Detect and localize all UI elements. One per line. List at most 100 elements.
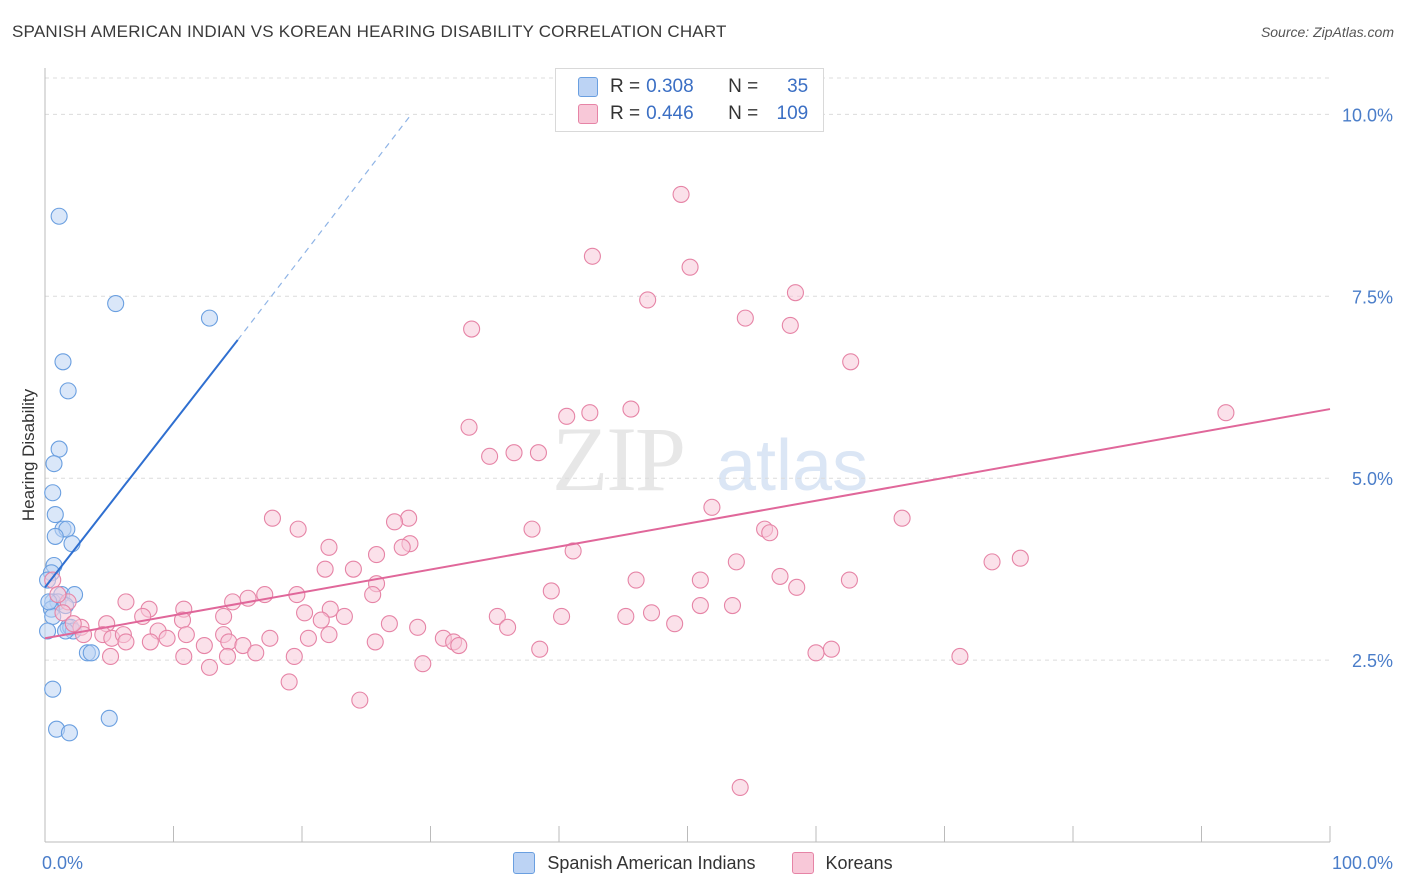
data-point [107,295,125,313]
data-point [50,207,68,225]
data-point [195,636,213,655]
data-point [553,607,571,625]
data-point [234,636,252,655]
trendline-koreans [44,408,1331,640]
legend-r-label: R = [610,76,641,97]
axes [44,68,1331,843]
data-point [50,440,68,458]
data-point [261,629,279,647]
data-point [542,582,560,600]
data-point [617,607,635,625]
legend-label: Koreans [825,852,893,873]
data-point [100,709,118,727]
data-point [59,382,77,400]
x-tick-label: 0.0% [42,853,83,873]
data-point [320,626,338,644]
data-point [218,647,237,666]
watermark-zip: ZIP [552,408,684,510]
data-point [215,607,233,625]
data-point [781,316,799,334]
data-point [672,185,690,203]
legend-n-value: 109 [776,103,809,124]
data-point [583,247,601,265]
data-point [822,640,840,658]
data-point [285,647,303,666]
data-point [289,520,307,538]
data-point [280,673,298,691]
legend-n-label: N = [728,103,759,124]
x-tick-label: 100.0% [1332,853,1393,873]
y-tick-label: 2.5% [1352,651,1393,671]
grid [45,77,1330,661]
data-point [117,633,135,651]
data-point [481,447,499,465]
data-point [681,258,699,276]
legend-n-value: 35 [787,76,809,97]
data-point [316,560,334,578]
data-point [400,509,418,527]
legend-swatch-pink [578,104,598,124]
data-point [247,644,265,662]
data-point [44,484,62,502]
data-point [642,604,661,622]
data-point [312,611,330,629]
bottom-legend: Spanish American Indians Koreans [0,852,1406,874]
y-tick-label: 5.0% [1352,469,1393,489]
data-point [786,284,804,302]
data-point [703,498,721,516]
data-point [344,560,362,578]
y-tick-label: 10.0% [1342,105,1393,125]
y-tick-labels: 2.5% 5.0% 7.5% 10.0% [1342,105,1393,671]
data-point [385,513,404,531]
data-point [200,658,219,676]
data-point [771,567,789,585]
data-point [893,509,911,527]
data-point [505,444,523,462]
data-point [639,291,657,309]
legend-r-value: 0.446 [646,103,694,124]
data-point [158,629,176,647]
data-point [691,571,709,589]
data-point [351,691,369,709]
data-point [393,538,411,556]
data-point [564,542,582,560]
data-point [531,640,549,658]
watermark-atlas: atlas [716,426,868,506]
legend-n-label: N = [728,76,759,97]
data-point [450,636,468,655]
data-point [983,553,1001,571]
data-point [488,607,506,625]
data-point [101,647,120,666]
data-point [807,644,825,662]
data-point [177,626,195,644]
data-point [367,546,386,564]
data-point [1217,404,1235,422]
data-point [666,615,684,633]
legend-item-koreans[interactable]: Koreans [791,852,893,874]
data-point [46,506,64,524]
data-point [736,309,754,327]
data-point [414,655,432,673]
legend-item-spanish-american-indians[interactable]: Spanish American Indians [513,852,756,874]
legend-r-label: R = [610,103,641,124]
data-point [409,618,427,636]
watermark: ZIP atlas [552,408,868,510]
data-point [622,400,640,418]
trendline-extension-spanish-american-indians [237,114,412,341]
data-point [54,353,72,371]
data-point [761,524,779,542]
data-point [840,571,858,589]
data-point [263,509,281,527]
legend-r-value: 0.308 [646,76,694,97]
trendline-spanish-american-indians [44,339,239,588]
data-point [460,418,478,436]
data-point [842,353,860,371]
data-point [1011,549,1029,567]
data-point [224,593,242,611]
data-point [529,444,547,462]
data-point [117,593,135,611]
legend-box: R = 0.308 N = 35 R = 0.446 N = 109 [555,68,824,132]
data-point [380,615,398,633]
chart-title: SPANISH AMERICAN INDIAN VS KOREAN HEARIN… [12,22,727,41]
